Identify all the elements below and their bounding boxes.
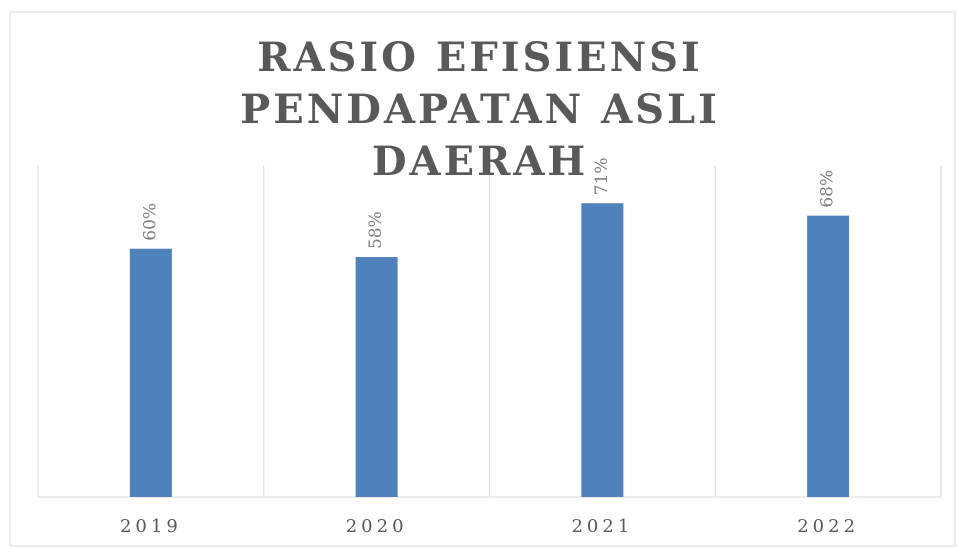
data-label: 58%	[366, 211, 386, 249]
bar	[355, 257, 398, 497]
data-label: 71%	[592, 157, 612, 195]
bar	[581, 203, 624, 498]
x-tick-label: 2022	[797, 516, 859, 537]
chart-frame	[9, 11, 956, 547]
chart-title: RASIO EFISIENSI PENDAPATAN ASLI DAERAH	[240, 34, 720, 185]
x-tick-label: 2021	[571, 516, 633, 537]
data-label: 68%	[818, 170, 838, 208]
data-label: 60%	[140, 203, 160, 241]
bar	[129, 248, 172, 497]
x-tick-label: 2019	[120, 516, 182, 537]
bar	[807, 215, 850, 497]
x-tick-label: 2020	[346, 516, 408, 537]
